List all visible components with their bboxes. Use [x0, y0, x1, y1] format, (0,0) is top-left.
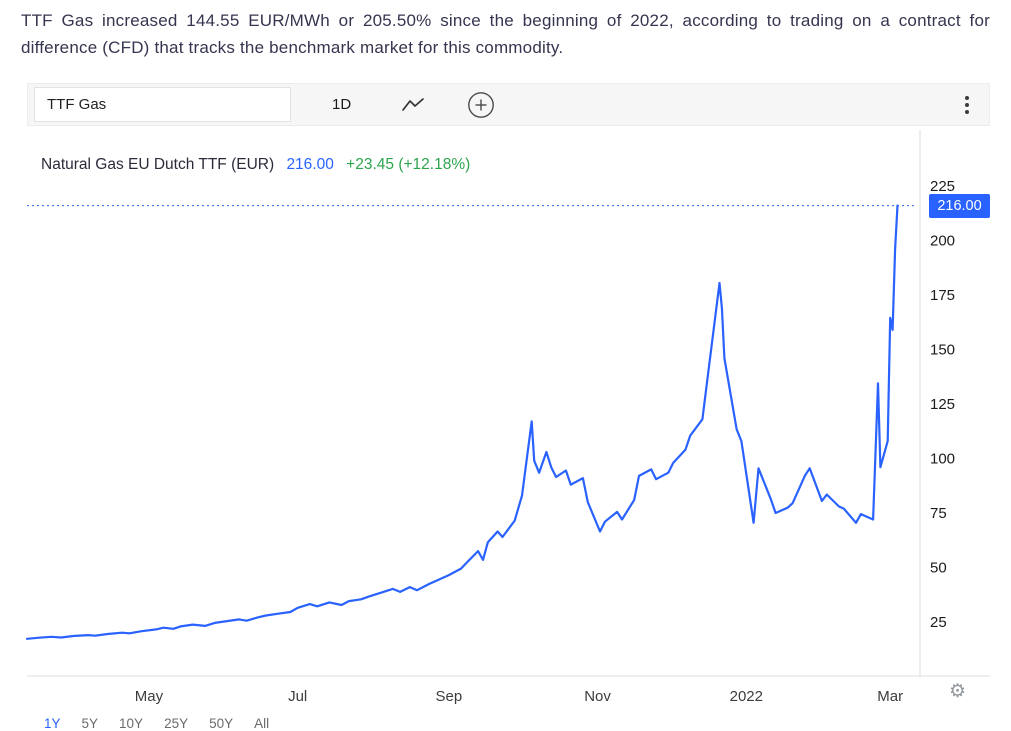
x-tick-label: Sep — [435, 688, 462, 705]
line-style-icon[interactable] — [401, 97, 425, 113]
range-button-5y[interactable]: 5Y — [81, 716, 99, 731]
symbol-input[interactable] — [34, 87, 291, 122]
description-text: TTF Gas increased 144.55 EUR/MWh or 205.… — [21, 11, 990, 57]
chart-change: +23.45 (+12.18%) — [346, 156, 471, 173]
y-tick-label: 100 — [930, 451, 955, 468]
compare-add-icon[interactable] — [467, 91, 495, 119]
y-tick-label: 125 — [930, 396, 955, 413]
x-tick-label: 2022 — [730, 688, 763, 705]
y-tick-label: 225 — [930, 178, 955, 195]
y-tick-label: 175 — [930, 287, 955, 304]
chart-legend: Natural Gas EU Dutch TTF (EUR) 216.00 +2… — [41, 156, 470, 174]
x-tick-label: Jul — [288, 688, 307, 705]
y-tick-label: 150 — [930, 342, 955, 359]
interval-button[interactable]: 1D — [332, 96, 352, 113]
range-selector: 1Y 5Y 10Y 25Y 50Y All — [44, 716, 269, 731]
y-tick-label: 50 — [930, 560, 947, 577]
range-button-all[interactable]: All — [254, 716, 270, 731]
x-tick-label: Nov — [584, 688, 611, 705]
x-tick-label: Mar — [877, 688, 903, 705]
y-tick-label: 25 — [930, 614, 947, 631]
range-button-25y[interactable]: 25Y — [164, 716, 189, 731]
range-button-1y[interactable]: 1Y — [44, 716, 61, 731]
y-tick-label: 200 — [930, 233, 955, 250]
range-button-50y[interactable]: 50Y — [209, 716, 234, 731]
chart-price: 216.00 — [286, 156, 334, 173]
y-tick-label: 75 — [930, 505, 947, 522]
chart-toolbar: 1D — [27, 83, 990, 126]
range-button-10y[interactable]: 10Y — [119, 716, 144, 731]
price-line — [25, 204, 899, 640]
more-menu-icon[interactable] — [965, 95, 969, 114]
x-tick-label: May — [135, 688, 164, 705]
price-badge: 216.00 — [929, 193, 990, 218]
chart-title: Natural Gas EU Dutch TTF (EUR) — [41, 156, 275, 173]
settings-gear-icon[interactable]: ⚙ — [949, 681, 967, 702]
